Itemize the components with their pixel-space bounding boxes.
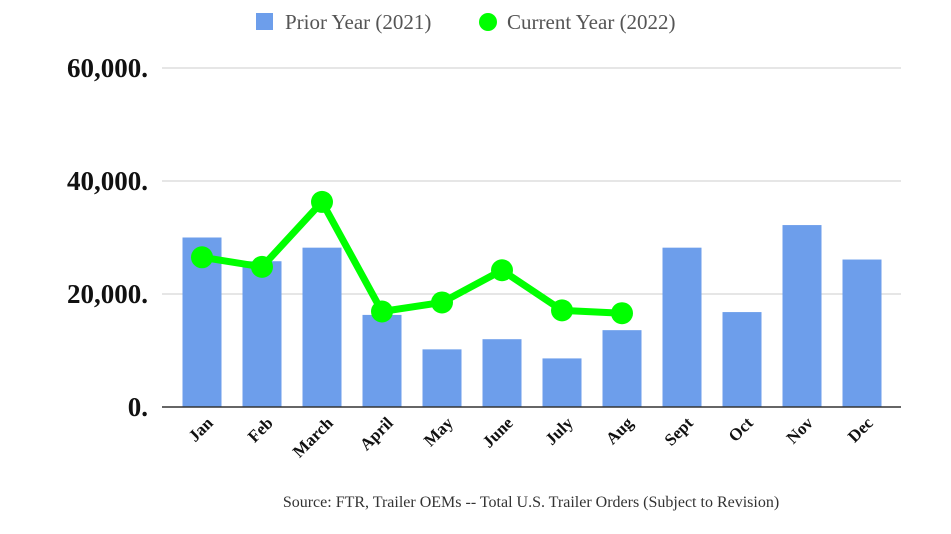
point-june — [491, 259, 513, 282]
x-tick-label-june: June — [479, 413, 517, 451]
legend: Prior Year (2021) Current Year (2022) — [256, 10, 676, 34]
point-aug — [611, 302, 633, 325]
legend-swatch-current-year — [479, 13, 497, 31]
legend-label-prior-year: Prior Year (2021) — [285, 10, 431, 34]
x-tick-label-feb: Feb — [244, 413, 277, 446]
bar-may — [422, 349, 462, 407]
y-tick-label: 60,000. — [67, 53, 148, 83]
bar-june — [482, 339, 522, 407]
line-path-current-year — [198, 198, 626, 317]
x-tick-label-may: May — [420, 413, 457, 450]
y-axis-tick-labels: 0. 20,000. 40,000. 60,000. — [67, 53, 148, 422]
x-tick-label-aug: Aug — [602, 413, 637, 448]
bar-dec — [842, 259, 882, 407]
point-feb — [251, 255, 273, 278]
legend-swatch-prior-year — [256, 13, 273, 30]
x-tick-label-dec: Dec — [844, 413, 877, 446]
x-tick-label-nov: Nov — [783, 413, 817, 447]
point-march — [311, 190, 333, 213]
x-tick-label-march: March — [289, 413, 337, 461]
bar-aug — [602, 330, 642, 407]
y-tick-label: 0. — [128, 392, 148, 422]
bars-prior-year — [182, 225, 882, 407]
bar-april — [362, 314, 402, 407]
point-april — [371, 300, 393, 323]
y-tick-label: 20,000. — [67, 279, 148, 309]
y-tick-label: 40,000. — [67, 166, 148, 196]
point-july — [551, 299, 573, 322]
bar-feb — [242, 261, 282, 407]
bar-march — [302, 247, 342, 407]
bar-july — [542, 358, 582, 407]
x-tick-label-oct: Oct — [725, 413, 757, 445]
point-may — [431, 291, 453, 314]
bar-oct — [722, 312, 762, 407]
legend-label-current-year: Current Year (2022) — [507, 10, 676, 34]
x-tick-label-jan: Jan — [185, 413, 218, 446]
x-tick-label-april: April — [356, 413, 397, 454]
line-current-year — [191, 190, 633, 325]
x-tick-label-sept: Sept — [661, 413, 697, 449]
x-axis-tick-labels: Jan Feb March April May June July Aug Sept Oct Nov… — [185, 413, 877, 461]
point-jan — [191, 246, 213, 269]
source-note: Source: FTR, Trailer OEMs -- Total U.S. … — [283, 494, 779, 511]
bar-nov — [782, 225, 822, 407]
x-tick-label-july: July — [541, 413, 577, 449]
bar-sept — [662, 247, 702, 407]
